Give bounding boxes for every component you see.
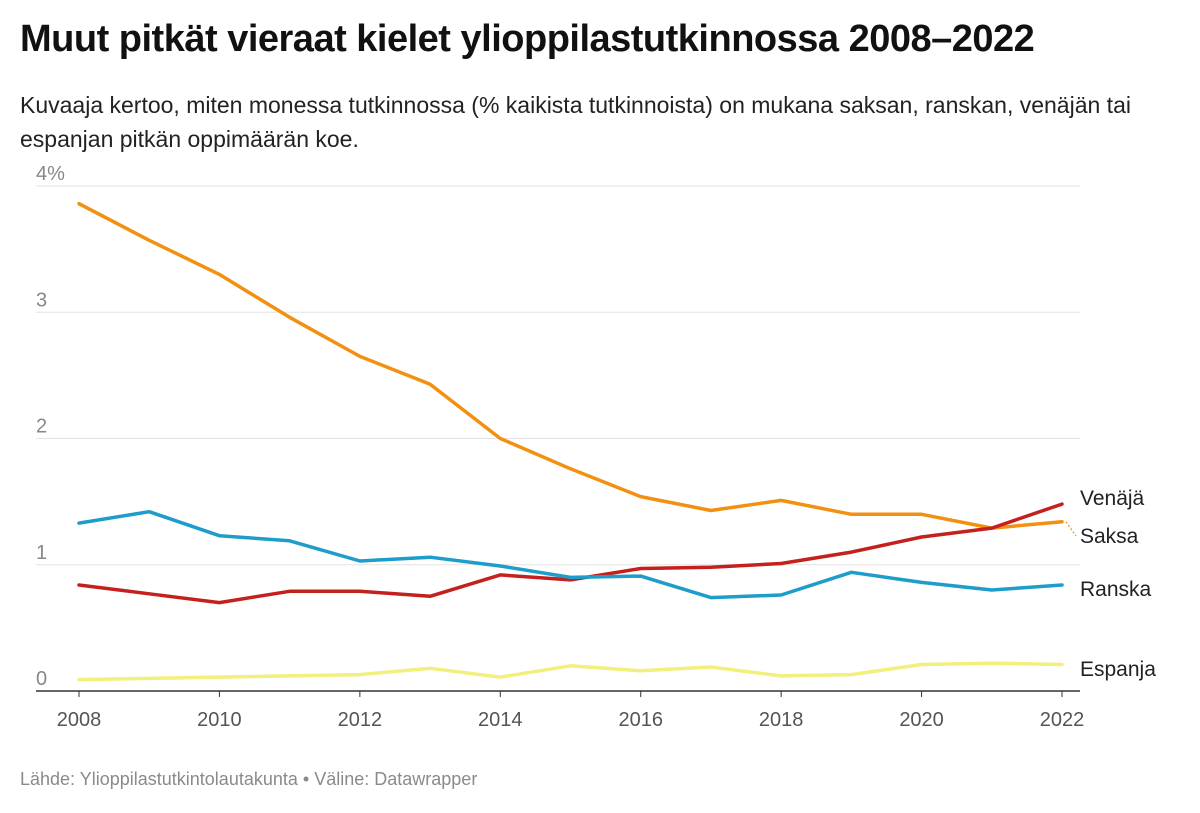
y-tick-label: 3 [36, 289, 47, 311]
chart-footer: Lähde: Ylioppilastutkintolautakunta • Vä… [20, 769, 477, 790]
x-tick-label: 2010 [197, 709, 242, 731]
axes: 0 1 2 3 4% 2008 2010 2012 2014 2016 2018 2020 2022 [36, 163, 1084, 731]
x-tick-label: 2008 [57, 709, 102, 731]
x-tick-label: 2016 [618, 709, 663, 731]
series-line-ranska [77, 509, 1064, 600]
series-labels: Saksa Venäjä Ranska Espanja [1065, 487, 1156, 681]
x-tick-label: 2022 [1040, 709, 1085, 731]
tool-note: Väline: Datawrapper [314, 769, 478, 789]
series-label-saksa: Saksa [1080, 525, 1139, 548]
y-tick-label: 2 [36, 416, 47, 438]
x-tick-label: 2012 [338, 709, 383, 731]
series-label-venäjä: Venäjä [1080, 487, 1145, 510]
y-tick-label: 0 [36, 668, 47, 690]
series-line-venäjä [77, 502, 1064, 605]
series-line-saksa [77, 201, 1064, 530]
x-tick-label: 2014 [478, 709, 523, 731]
series-label-connector [1065, 521, 1077, 537]
y-tick-label: 4% [36, 163, 65, 185]
gridlines [36, 185, 1080, 692]
footer-separator: • [302, 769, 310, 789]
series-label-espanja: Espanja [1080, 658, 1156, 681]
chart-subtitle: Kuvaaja kertoo, miten monessa tutkinnoss… [20, 92, 1131, 152]
series-line-espanja [77, 661, 1064, 682]
series-lines [77, 201, 1064, 682]
x-tick-label: 2018 [759, 709, 804, 731]
x-tick-label: 2020 [899, 709, 944, 731]
chart-title: Muut pitkät vieraat kielet ylioppilastut… [20, 18, 1035, 60]
y-tick-label: 1 [36, 542, 47, 564]
series-label-ranska: Ranska [1080, 578, 1152, 601]
source-note: Lähde: Ylioppilastutkintolautakunta [20, 769, 298, 789]
